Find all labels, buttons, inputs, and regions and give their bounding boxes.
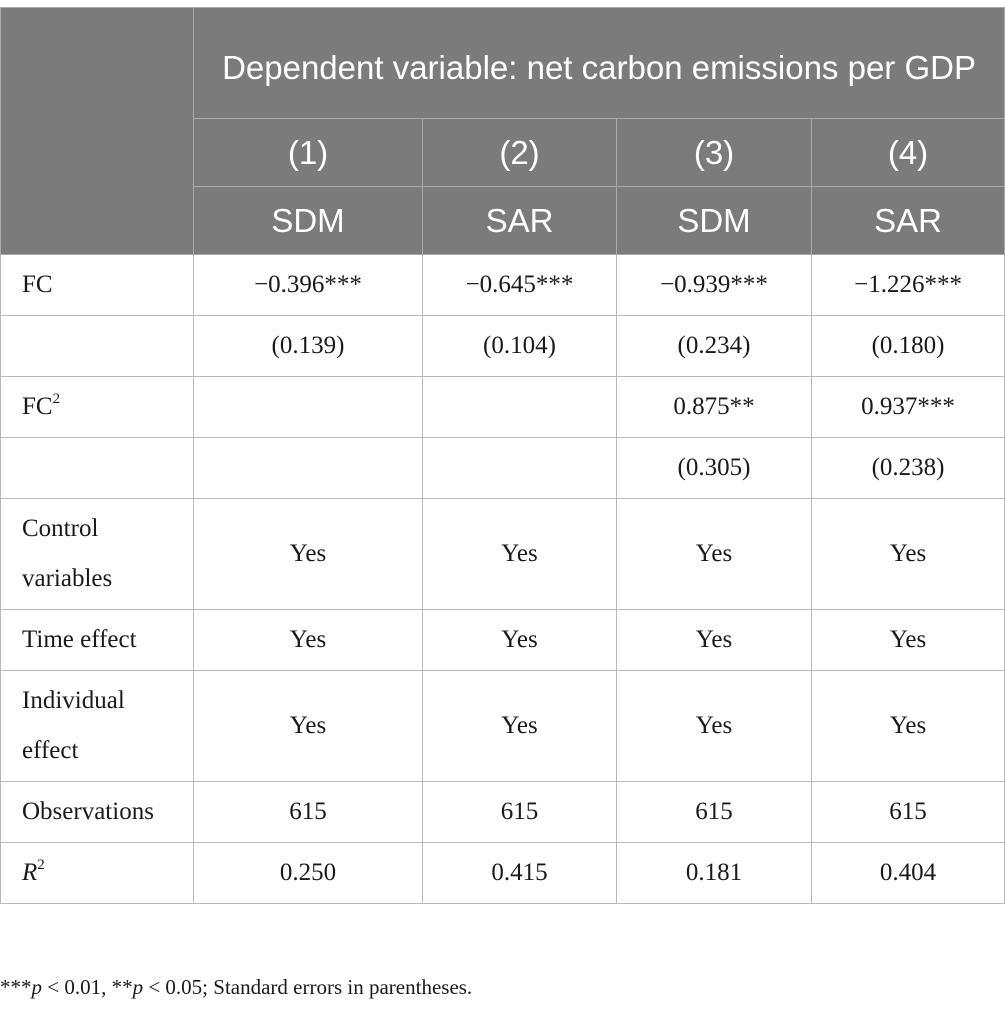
- table-cell: Yes: [616, 609, 812, 671]
- row-label-r2: R2: [0, 842, 194, 904]
- superscript: 2: [37, 857, 45, 873]
- footnote-p: p: [132, 975, 144, 999]
- table-cell: 615: [810, 781, 1005, 843]
- table-cell: 615: [193, 781, 423, 843]
- superscript: 2: [52, 391, 61, 407]
- row-label-controls: Control variables: [0, 498, 194, 610]
- column-number: (1): [193, 118, 423, 187]
- row-label: Observations: [0, 781, 194, 843]
- column-number: (3): [616, 118, 812, 187]
- header-corner-cell: [0, 7, 194, 255]
- row-label-line: effect: [22, 737, 79, 764]
- table-cell: −0.939***: [616, 254, 812, 316]
- column-model: SAR: [422, 186, 617, 255]
- table-row-individual-effect: Individual effect Yes Yes Yes Yes: [0, 670, 1005, 782]
- row-label-individual: Individual effect: [0, 670, 194, 782]
- table-cell: Yes: [810, 498, 1005, 610]
- row-label-line: Control: [22, 515, 99, 542]
- table-cell: Yes: [810, 609, 1005, 671]
- row-label: [0, 315, 194, 377]
- column-model: SAR: [810, 186, 1005, 255]
- table-row-fc2-se: (0.305) (0.238): [0, 437, 1005, 499]
- footnote-stars: ***: [0, 975, 32, 999]
- table-row-time-effect: Time effect Yes Yes Yes Yes: [0, 609, 1005, 671]
- table-cell: Yes: [616, 670, 812, 782]
- column-model: SDM: [193, 186, 423, 255]
- column-model: SDM: [616, 186, 812, 255]
- column-number: (2): [422, 118, 617, 187]
- row-label-line: variables: [22, 565, 113, 592]
- table-cell: (0.104): [422, 315, 617, 377]
- footnote-p: p: [31, 975, 43, 999]
- table-cell: [422, 376, 617, 438]
- row-label-text: FC: [22, 393, 53, 420]
- column-number: (4): [810, 118, 1005, 187]
- table-row-r2: R2 0.250 0.415 0.181 0.404: [0, 842, 1005, 904]
- footnote-text: < 0.05; Standard errors in parentheses.: [143, 975, 473, 999]
- row-label: FC: [0, 254, 194, 316]
- table-cell: (0.238): [810, 437, 1005, 499]
- table-cell: 0.250: [193, 842, 423, 904]
- table-cell: Yes: [422, 609, 617, 671]
- table-cell: [193, 437, 423, 499]
- table-row-fc2: FC2 0.875** 0.937***: [0, 376, 1005, 438]
- header-row-models: SDM SAR SDM SAR: [1, 186, 1005, 255]
- table-cell: 0.937***: [810, 376, 1005, 438]
- row-label-text: R: [22, 859, 38, 886]
- row-label-line: Individual: [22, 687, 125, 714]
- header-row-numbers: (1) (2) (3) (4): [1, 118, 1005, 187]
- table-cell: Yes: [193, 670, 423, 782]
- table-cell: Yes: [193, 498, 423, 610]
- row-label: [0, 437, 194, 499]
- table-cell: Yes: [616, 498, 812, 610]
- table-cell: [422, 437, 617, 499]
- footnote-text: < 0.01,: [42, 975, 112, 999]
- table-cell: 615: [422, 781, 617, 843]
- table-cell: 615: [616, 781, 812, 843]
- table-cell: −0.396***: [193, 254, 423, 316]
- table-row-controls: Control variables Yes Yes Yes Yes: [0, 498, 1005, 610]
- table-cell: −0.645***: [422, 254, 617, 316]
- table-cell: (0.139): [193, 315, 423, 377]
- table-cell: 0.875**: [616, 376, 812, 438]
- table-cell: (0.305): [616, 437, 812, 499]
- header-row-dependent: Dependent variable: net carbon emissions…: [0, 7, 1005, 255]
- table-cell: −1.226***: [810, 254, 1005, 316]
- table-cell: 0.181: [616, 842, 812, 904]
- table-cell: Yes: [810, 670, 1005, 782]
- table-cell: 0.415: [422, 842, 617, 904]
- table-cell: Yes: [422, 498, 617, 610]
- table-row-observations: Observations 615 615 615 615: [0, 781, 1005, 843]
- table-cell: Yes: [193, 609, 423, 671]
- table-footnote: ***p < 0.01, **p < 0.05; Standard errors…: [0, 975, 472, 1000]
- table-cell: 0.404: [810, 842, 1005, 904]
- table-cell: Yes: [422, 670, 617, 782]
- footnote-stars: **: [111, 975, 133, 999]
- table-row-fc-se: (0.139) (0.104) (0.234) (0.180): [0, 315, 1005, 377]
- table-cell: (0.180): [810, 315, 1005, 377]
- dependent-variable-header: Dependent variable: net carbon emissions…: [192, 7, 1005, 119]
- table-cell: (0.234): [616, 315, 812, 377]
- row-label-fc2: FC2: [0, 376, 194, 438]
- table-row-fc: FC −0.396*** −0.645*** −0.939*** −1.226*…: [0, 254, 1005, 316]
- regression-table: Dependent variable: net carbon emissions…: [0, 7, 1005, 904]
- table-cell: [193, 376, 423, 438]
- row-label: Time effect: [0, 609, 194, 671]
